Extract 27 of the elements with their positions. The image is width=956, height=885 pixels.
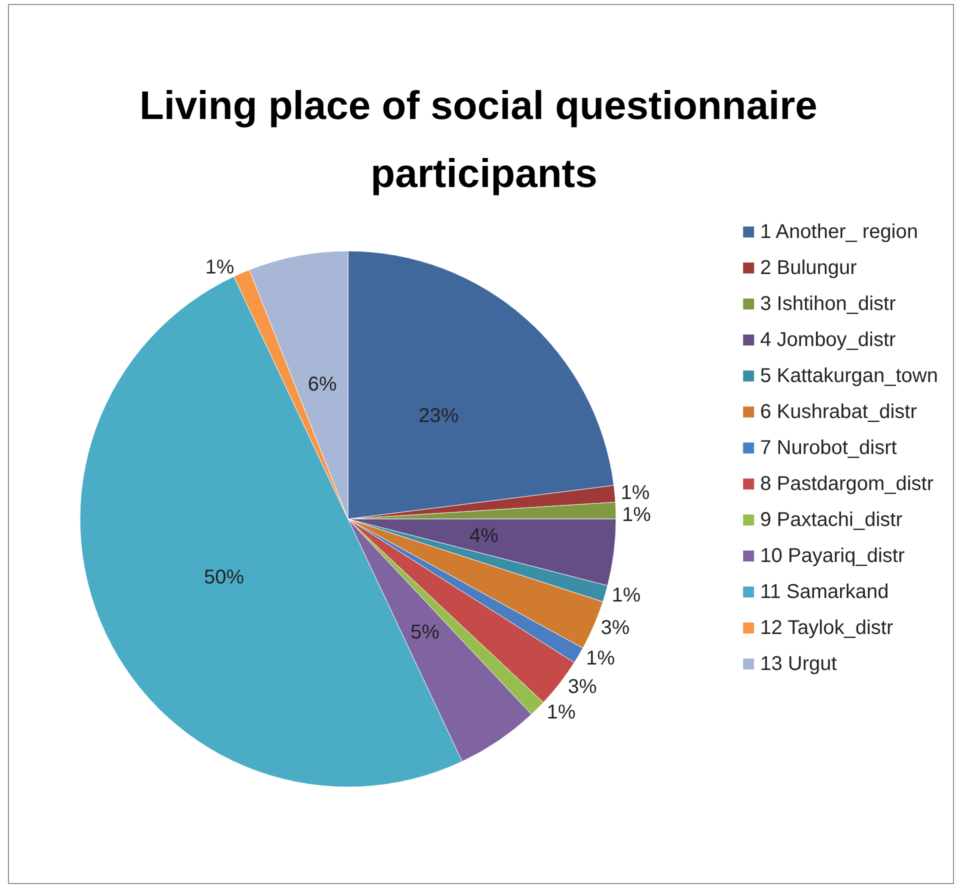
data-label: 50% bbox=[204, 566, 244, 588]
legend-label: 6 Kushrabat_distr bbox=[760, 401, 918, 423]
legend-label: 7 Nurobot_disrt bbox=[760, 437, 898, 459]
legend-label: 9 Paxtachi_distr bbox=[760, 509, 903, 531]
legend-label: 1 Another_ region bbox=[760, 221, 918, 243]
legend-label: 13 Urgut bbox=[760, 653, 838, 675]
legend-label: 11 Samarkand bbox=[760, 581, 889, 603]
data-label: 4% bbox=[469, 525, 499, 548]
legend-label: 10 Payariq_distr bbox=[760, 545, 905, 567]
legend-label: 4 Jomboy_distr bbox=[760, 329, 896, 351]
data-label: 1% bbox=[205, 256, 234, 279]
legend-label: 8 Pastdargom_distr bbox=[760, 473, 934, 495]
data-label: 1% bbox=[586, 647, 616, 670]
data-label: 3% bbox=[568, 676, 598, 698]
data-label: 1% bbox=[546, 702, 576, 724]
chart-title: Living place of social questionnaire participants bbox=[139, 84, 829, 196]
data-label: 1% bbox=[620, 482, 650, 504]
legend-label: 12 Taylok_distr bbox=[760, 617, 894, 639]
data-label: 3% bbox=[600, 616, 630, 639]
data-label: 1% bbox=[612, 584, 641, 606]
data-label: 6% bbox=[308, 373, 337, 396]
data-label: 5% bbox=[410, 621, 440, 644]
legend-label: 3 Ishtihon_distr bbox=[760, 293, 896, 315]
data-label: 1% bbox=[622, 504, 652, 526]
data-label: 23% bbox=[418, 405, 459, 428]
legend-label: 5 Kattakurgan_town bbox=[760, 365, 938, 387]
legend-label: 2 Bulungur bbox=[760, 257, 858, 279]
